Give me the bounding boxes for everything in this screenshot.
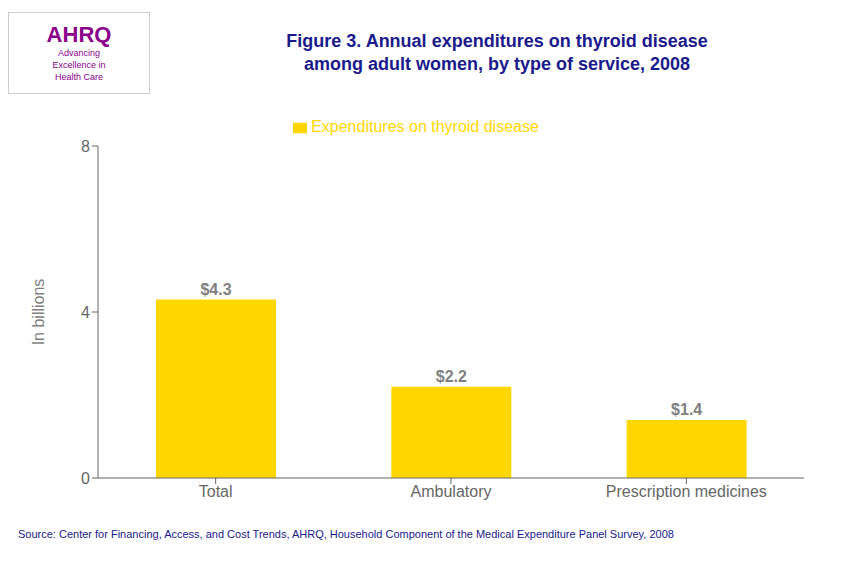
- svg-text:$1.4: $1.4: [671, 401, 702, 418]
- html-text:Excellence in: Excellence in: [52, 60, 106, 71]
- svg-text:$4.3: $4.3: [200, 281, 231, 298]
- svg-text:8: 8: [81, 138, 90, 155]
- html-text:among adult women, by type of: among adult women, by type of service, 2…: [303, 54, 691, 74]
- svg-text:In billions: In billions: [30, 279, 47, 346]
- html-text:Expenditures on thyroid diseas: Expenditures on thyroid disease: [311, 118, 539, 135]
- html-text:Health Care: Health Care: [55, 71, 103, 82]
- html-text:Advancing: Advancing: [58, 48, 100, 59]
- svg-text:0: 0: [81, 470, 90, 487]
- svg-text:$2.2: $2.2: [436, 368, 467, 385]
- html-text:AHRQ: AHRQ: [46, 22, 112, 48]
- svg-text:Prescription medicines: Prescription medicines: [606, 483, 767, 500]
- svg-text:Ambulatory: Ambulatory: [411, 483, 492, 500]
- html-text:Source: Center for Financing,: Source: Center for Financing, Access, an…: [18, 528, 674, 540]
- svg-text:4: 4: [81, 304, 90, 321]
- html-text:Figure 3. Annual expenditures: Figure 3. Annual expenditures on thyroid…: [286, 30, 708, 51]
- svg-text:Total: Total: [199, 483, 233, 500]
